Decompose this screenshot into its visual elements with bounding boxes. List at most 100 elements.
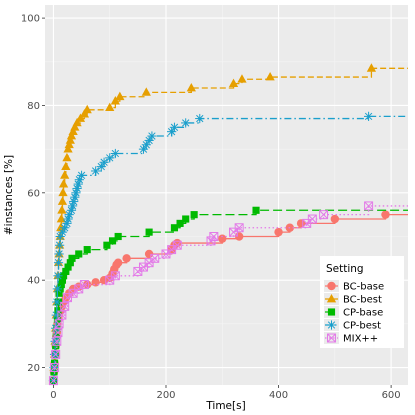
data-point-cp-best <box>105 153 115 163</box>
data-point-mix- <box>150 253 160 263</box>
data-point-cp-best <box>51 310 61 320</box>
data-point-cp-best <box>167 127 177 137</box>
data-point-cp-best <box>67 201 78 211</box>
legend-item-cp-base: CP-base <box>324 306 383 319</box>
axes: 0 200 400 600 20 40 60 80 100 <box>21 14 401 401</box>
data-point-cp-base <box>176 219 184 227</box>
data-point-bc-best <box>237 74 247 83</box>
x-tick-label: 200 <box>156 390 175 401</box>
legend-label: MIX++ <box>343 334 378 345</box>
y-axis-title: #instances [%] <box>3 155 15 235</box>
data-point-mix- <box>172 240 182 250</box>
data-point-bc-base <box>218 234 227 243</box>
legend-key-marker <box>326 320 337 330</box>
data-point-cp-best <box>144 135 154 146</box>
data-point-mix- <box>319 210 329 220</box>
legend: Setting BC-base BC-best CP-base CP-best MIX+… <box>320 256 404 348</box>
legend-label: CP-base <box>343 308 383 319</box>
data-point-bc-base <box>330 214 340 224</box>
data-point-cp-base <box>68 254 76 262</box>
data-point-cp-best <box>195 113 205 124</box>
y-tick-label: 40 <box>27 276 40 287</box>
legend-key-marker <box>327 333 336 343</box>
data-point-bc-best <box>186 82 196 92</box>
data-point-cp-best <box>147 131 157 141</box>
data-point-cp-best <box>99 157 109 167</box>
x-tick-label: 0 <box>50 390 56 401</box>
data-point-bc-best <box>64 139 74 149</box>
data-point-cp-best <box>96 161 106 172</box>
data-point-mix- <box>364 201 374 211</box>
data-point-cp-best <box>181 118 191 128</box>
data-point-bc-best <box>63 144 73 153</box>
data-point-mix- <box>52 336 62 346</box>
series-layer <box>48 63 408 386</box>
data-point-cp-base <box>190 211 198 219</box>
data-point-cp-best <box>52 297 62 307</box>
data-point-cp-base <box>145 228 153 236</box>
legend-title: Setting <box>326 263 364 275</box>
legend-label: BC-best <box>343 295 382 306</box>
data-point-mix- <box>53 328 63 338</box>
legend-label: BC-base <box>343 282 384 293</box>
data-point-cp-best <box>138 144 149 154</box>
data-point-bc-best <box>141 87 151 96</box>
data-point-bc-best <box>62 152 72 162</box>
data-point-bc-base <box>83 280 92 289</box>
legend-item-bc-best: BC-best <box>324 293 382 306</box>
data-point-mix- <box>48 376 58 386</box>
data-point-cp-base <box>182 215 190 223</box>
data-point-mix- <box>79 280 89 290</box>
data-point-bc-best <box>366 63 377 72</box>
data-point-bc-best <box>66 130 77 140</box>
data-point-cp-best <box>76 170 87 180</box>
data-point-bc-best <box>61 161 71 170</box>
data-point-bc-best <box>65 135 75 144</box>
data-point-cp-base <box>55 289 63 297</box>
data-point-bc-best <box>58 187 68 197</box>
data-point-bc-best <box>57 196 68 205</box>
data-point-cp-base <box>62 267 70 276</box>
data-point-cp-best <box>49 349 60 360</box>
y-tick-label: 60 <box>27 188 40 199</box>
data-point-cp-base <box>60 272 68 280</box>
data-point-bc-best <box>265 72 275 81</box>
data-point-mix- <box>57 310 67 320</box>
legend-key-marker <box>327 308 336 316</box>
data-point-cp-base <box>58 276 67 284</box>
legend-key-marker <box>326 293 337 303</box>
series-mix- <box>48 201 408 386</box>
data-point-mix- <box>110 271 120 281</box>
data-point-cp-base <box>108 237 117 245</box>
data-point-mix- <box>60 301 70 311</box>
data-point-cp-best <box>63 214 73 224</box>
data-point-cp-base <box>57 280 65 289</box>
data-point-cp-base <box>103 241 111 249</box>
data-point-bc-best <box>60 170 70 179</box>
legend-item-mix-: MIX++ <box>324 332 378 345</box>
data-point-cp-best <box>91 166 101 176</box>
x-tick-label: 400 <box>269 390 288 401</box>
data-point-bc-best <box>72 117 82 127</box>
data-point-cp-best <box>55 240 65 250</box>
data-point-bc-best <box>228 78 239 87</box>
data-point-bc-best <box>79 109 90 118</box>
data-point-cp-best <box>110 148 120 159</box>
data-point-bc-best <box>105 102 115 112</box>
data-point-mix- <box>209 232 219 241</box>
y-tick-label: 20 <box>27 363 40 374</box>
data-point-bc-best <box>115 91 125 101</box>
data-point-mix- <box>54 319 64 329</box>
data-point-cp-base <box>114 232 122 241</box>
x-tick-label: 600 <box>382 390 401 401</box>
legend-item-bc-base: BC-base <box>324 280 384 293</box>
data-point-cp-base <box>75 250 83 258</box>
data-point-cp-best <box>363 111 374 121</box>
data-point-mix- <box>50 363 60 373</box>
data-point-mix- <box>234 223 244 233</box>
legend-key-marker <box>327 281 336 291</box>
data-point-cp-best <box>53 271 63 281</box>
y-tick-label: 100 <box>21 14 40 25</box>
data-point-bc-base <box>274 227 283 237</box>
